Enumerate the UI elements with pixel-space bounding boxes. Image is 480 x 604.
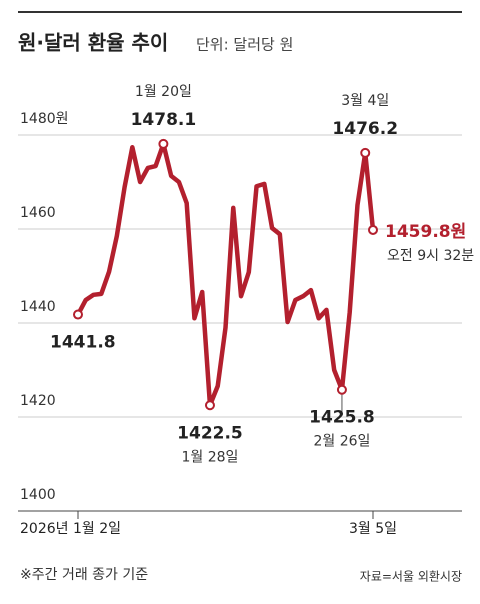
y-tick-label: 1420 xyxy=(20,393,56,409)
x-tick-label: 2026년 1월 2일 xyxy=(20,521,121,537)
value-label: 1478.1 xyxy=(131,110,197,130)
value-label: 1422.5 xyxy=(177,423,243,443)
point-marker xyxy=(336,384,347,395)
y-tick-label: 1400 xyxy=(20,487,56,503)
annotation: 1월 28일 xyxy=(182,449,239,465)
value-label: 1459.8원 xyxy=(385,222,466,242)
value-label: 1425.8 xyxy=(309,408,375,428)
point-marker xyxy=(360,147,371,158)
y-tick-label: 1480원 xyxy=(20,111,69,127)
source: 자료=서울 외환시장 xyxy=(360,570,462,584)
note: ※주간 거래 종가 기준 xyxy=(20,567,148,583)
y-tick-label: 1440 xyxy=(20,299,56,315)
annotation: 오전 9시 32분 xyxy=(387,248,474,264)
point-marker xyxy=(158,138,169,149)
value-label: 1441.8 xyxy=(50,333,116,353)
annotation: 3월 4일 xyxy=(341,93,389,109)
point-marker xyxy=(204,400,215,411)
chart-subtitle: 단위: 달러당 원 xyxy=(196,36,293,54)
annotation: 2월 26일 xyxy=(313,434,370,450)
data-line xyxy=(76,141,376,408)
annotation: 1월 20일 xyxy=(135,84,192,100)
chart-title: 원·달러 환율 추이 xyxy=(18,31,168,55)
value-label: 1476.2 xyxy=(332,119,398,139)
x-tick-label: 3월 5일 xyxy=(349,521,397,537)
point-marker xyxy=(368,224,378,235)
y-tick-label: 1460 xyxy=(20,205,56,221)
point-marker xyxy=(73,309,83,320)
